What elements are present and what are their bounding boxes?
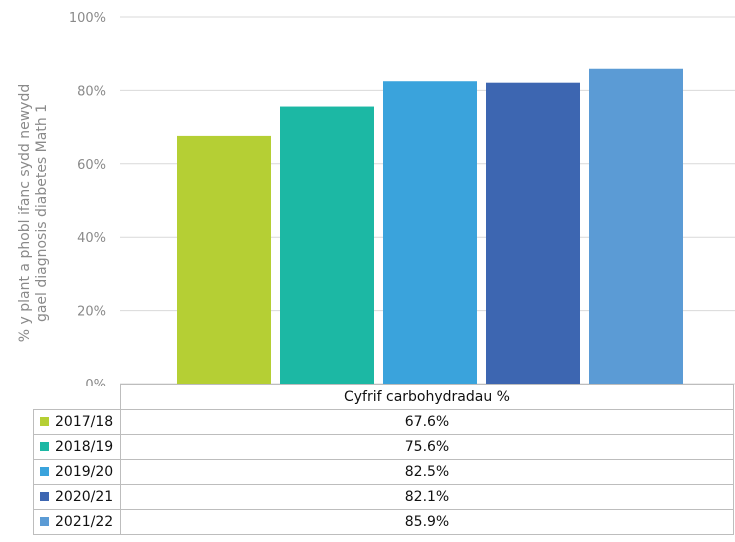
data-label-2019-20: 82.5% (120, 459, 734, 485)
legend-swatch-2019-20 (40, 467, 49, 476)
y-tick-label-100: 100% (69, 11, 106, 26)
bar-2019-20 (383, 81, 477, 384)
y-tick-label-0: 0% (85, 378, 106, 386)
legend-swatch-2018-19 (40, 442, 49, 451)
series-label-2017-18: 2017/18 (33, 409, 121, 435)
y-tick-label-20: 20% (77, 305, 106, 320)
legend-swatch-2020-21 (40, 492, 49, 501)
y-axis-label-line-2: gael diagnosis diabetes Math 1 (34, 103, 51, 323)
legend-swatch-2017-18 (40, 417, 49, 426)
data-table-row: 2020/21 82.1% (33, 484, 734, 510)
bar-chart-plot: 0% 20% 40% 60% 80% 100% (69, 11, 735, 386)
data-table-row: 2018/19 75.6% (33, 434, 734, 460)
data-table-header: Cyfrif carbohydradau % (120, 384, 734, 410)
y-tick-label-40: 40% (77, 231, 106, 246)
legend-swatch-2021-22 (40, 517, 49, 526)
y-axis-label-line-1: % y plant a phobl ifanc sydd newydd (17, 83, 34, 343)
series-name-2020-21: 2020/21 (55, 489, 114, 505)
series-name-2017-18: 2017/18 (55, 414, 114, 430)
data-table-row: 2019/20 82.5% (33, 459, 734, 485)
y-tick-label-80: 80% (77, 84, 106, 99)
data-table-row: 2021/22 85.9% (33, 509, 734, 535)
y-axis-label: % y plant a phobl ifanc sydd newydd gael… (4, 58, 64, 368)
series-name-2021-22: 2021/22 (55, 514, 114, 530)
series-label-2018-19: 2018/19 (33, 434, 121, 460)
data-label-2017-18: 67.6% (120, 409, 734, 435)
data-label-2021-22: 85.9% (120, 509, 734, 535)
series-label-2021-22: 2021/22 (33, 509, 121, 535)
data-table-header-row: Cyfrif carbohydradau % (33, 384, 734, 410)
data-label-2018-19: 75.6% (120, 434, 734, 460)
bar-2021-22 (589, 68, 683, 384)
data-table-row: 2017/18 67.6% (33, 409, 734, 435)
y-tick-label-60: 60% (77, 158, 106, 173)
data-label-2020-21: 82.1% (120, 484, 734, 510)
series-name-2019-20: 2019/20 (55, 464, 114, 480)
bar-2020-21 (486, 82, 580, 385)
series-label-2019-20: 2019/20 (33, 459, 121, 485)
data-table-corner (33, 384, 121, 410)
series-name-2018-19: 2018/19 (55, 439, 114, 455)
bar-2018-19 (280, 106, 374, 384)
bar-2017-18 (177, 135, 271, 384)
series-label-2020-21: 2020/21 (33, 484, 121, 510)
data-table: Cyfrif carbohydradau % 2017/18 67.6% 2018/… (33, 384, 734, 535)
